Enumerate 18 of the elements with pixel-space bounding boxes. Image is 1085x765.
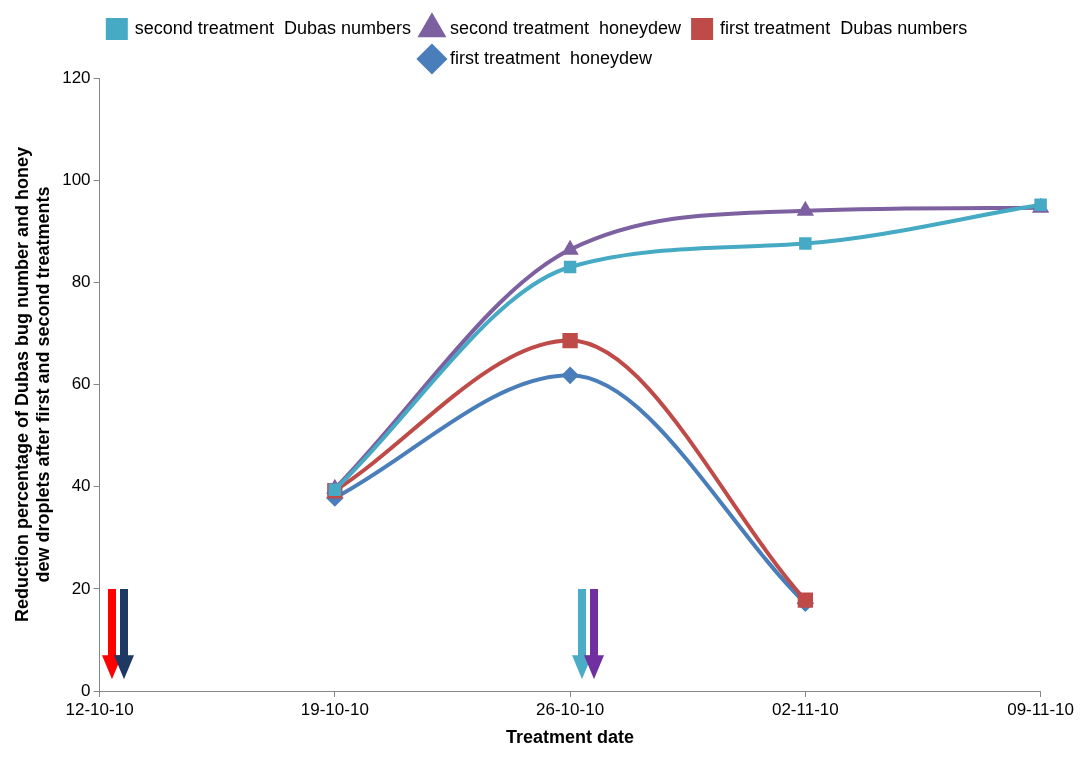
y-tick-label: 60 — [71, 374, 91, 394]
x-axis-title: Treatment date — [506, 727, 635, 748]
x-tick-label: 12-10-10 — [65, 699, 134, 719]
y-tick-label: 0 — [81, 680, 91, 700]
legend-label: first treatment Dubas numbers — [720, 17, 968, 38]
y-tick-label: 80 — [71, 272, 91, 292]
x-tick-label: 19-10-10 — [300, 699, 369, 719]
legend-label: second treatment Dubas numbers — [134, 17, 411, 38]
x-tick-label: 02-11-10 — [771, 699, 839, 719]
y-tick-label: 100 — [62, 169, 91, 189]
x-tick-label: 09-11-10 — [1007, 699, 1074, 719]
x-tick-label: 26-10-10 — [536, 699, 605, 719]
y-tick-label: 120 — [62, 67, 91, 87]
y-axis-title: Reduction percentage of Dubas bug number and honey dew droplets after first and second treatments — [11, 146, 54, 623]
legend-label: second treatment honeydew — [449, 17, 683, 38]
legend-label: first treatment honeydew — [449, 47, 654, 68]
y-tick-label: 20 — [71, 578, 91, 598]
y-tick-label: 40 — [71, 476, 91, 496]
